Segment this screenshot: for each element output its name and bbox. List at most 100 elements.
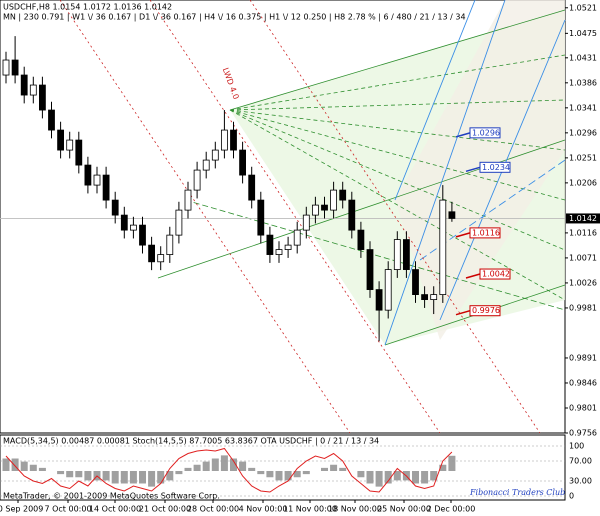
candle-body bbox=[430, 294, 438, 300]
macd-bar bbox=[230, 458, 237, 471]
candle-body bbox=[39, 84, 46, 111]
macd-bar bbox=[75, 471, 83, 478]
candle-body bbox=[348, 199, 356, 231]
macd-bar bbox=[111, 471, 119, 484]
macd-bar bbox=[148, 471, 156, 487]
candle-body bbox=[220, 129, 228, 151]
macd-bar bbox=[2, 458, 10, 471]
candle-body bbox=[330, 189, 338, 211]
candle-body bbox=[120, 214, 128, 231]
macd-bar bbox=[357, 471, 365, 478]
x-tick-label: 18 Nov 00:00 bbox=[328, 505, 382, 514]
candle-body bbox=[157, 254, 165, 263]
price-tag-box bbox=[469, 127, 501, 139]
x-tick-label: 14 Oct 00:00 bbox=[89, 505, 141, 514]
y-tick-label: 0.9981 bbox=[569, 303, 597, 312]
candle-body bbox=[257, 199, 265, 236]
macd-bar bbox=[120, 471, 128, 484]
watermark: Fibonacci Traders Club bbox=[469, 488, 565, 497]
copyright: MetaTrader, © 2001-2009 MetaQuotes Softw… bbox=[3, 492, 220, 501]
macd-bar bbox=[175, 471, 183, 475]
candle-body bbox=[139, 224, 146, 246]
macd-bar bbox=[384, 471, 392, 484]
x-tick-label: 28 Oct 00:00 bbox=[187, 505, 239, 514]
y-tick-label: 1.0071 bbox=[569, 253, 597, 262]
macd-bar bbox=[275, 471, 283, 481]
macd-bar bbox=[184, 467, 192, 471]
macd-bar bbox=[38, 467, 46, 471]
price-tag-box bbox=[479, 268, 511, 280]
candle-body bbox=[239, 149, 247, 176]
price-tag-box bbox=[479, 161, 511, 173]
candle-body bbox=[366, 249, 374, 290]
candle-body bbox=[66, 139, 74, 151]
indicator-tick-label: 100 bbox=[569, 442, 584, 451]
indicator-tick-label: 70.00 bbox=[569, 457, 592, 466]
y-tick-label: 1.0521 bbox=[569, 3, 597, 12]
macd-bar bbox=[29, 464, 37, 471]
candle-body bbox=[412, 269, 419, 295]
price-tag-arrow bbox=[455, 232, 471, 238]
price-tag-arrow bbox=[465, 273, 481, 279]
macd-bar bbox=[412, 471, 419, 484]
y-tick-label: 0.9891 bbox=[569, 353, 597, 362]
y-tick-label: 1.0431 bbox=[569, 53, 597, 62]
indicator-title: MACD(5,34,5) 0.00487 0.00081 Stoch(14,5,… bbox=[3, 437, 379, 446]
macd-bar bbox=[448, 455, 456, 471]
macd-bar bbox=[102, 471, 110, 481]
candle-body bbox=[448, 211, 456, 219]
x-tick-label: 4 Nov 00:00 bbox=[239, 505, 288, 514]
candle-body bbox=[439, 199, 447, 295]
red-diagonals bbox=[59, 0, 541, 434]
macd-bar bbox=[157, 471, 165, 484]
y-tick-label: 1.0206 bbox=[569, 178, 597, 187]
price-tag-box bbox=[469, 227, 501, 239]
candle-body bbox=[284, 244, 292, 250]
macd-bar bbox=[430, 471, 438, 481]
candle-body bbox=[375, 289, 383, 311]
macd-bar bbox=[220, 455, 228, 471]
candle-body bbox=[384, 269, 392, 311]
y-tick-label: 1.0116 bbox=[569, 228, 597, 237]
candle-body bbox=[248, 174, 256, 201]
y-tick-label: 0.9801 bbox=[569, 403, 597, 412]
y-tick-label: 0.9846 bbox=[569, 378, 597, 387]
indicator-tick-label: 30.00 bbox=[569, 477, 592, 486]
candle-body bbox=[48, 109, 55, 131]
candle-body bbox=[93, 174, 101, 186]
chart-subtitle: MN | 230 0.791 | W1 \/ 36 0.167 | D1 \/ … bbox=[3, 13, 466, 22]
macd-bar bbox=[375, 471, 383, 487]
candle-body bbox=[266, 234, 274, 255]
candle-body bbox=[29, 84, 37, 96]
candle-body bbox=[321, 204, 328, 211]
y-tick-label: 1.0341 bbox=[569, 103, 597, 112]
macd-bar bbox=[193, 464, 201, 471]
macd-bar bbox=[266, 471, 274, 478]
candle-body bbox=[148, 244, 156, 263]
macd-bar bbox=[166, 471, 174, 481]
current-price-label: 1.0142 bbox=[569, 214, 597, 223]
macd-bar bbox=[84, 471, 92, 481]
macd-bar bbox=[366, 471, 374, 484]
macd-bar bbox=[257, 471, 265, 475]
candle-body bbox=[57, 129, 64, 151]
candle-body bbox=[84, 164, 92, 186]
chart-title: USDCHF,H8 1.0154 1.0172 1.0136 1.0142 bbox=[3, 3, 172, 12]
macd-bar bbox=[330, 464, 338, 471]
candle-body bbox=[402, 239, 410, 270]
price-tag-label: 0.9976 bbox=[472, 306, 500, 315]
candle-body bbox=[184, 189, 192, 211]
macd-bar bbox=[284, 471, 292, 481]
candle-body bbox=[175, 209, 183, 236]
macd-bar bbox=[439, 464, 447, 471]
macd-bar bbox=[57, 471, 65, 475]
candle-body bbox=[75, 139, 83, 166]
macd-bar bbox=[11, 458, 19, 471]
macd-bar bbox=[393, 471, 401, 481]
candle-body bbox=[393, 239, 401, 270]
y-tick-label: 1.0475 bbox=[569, 29, 597, 38]
price-tag-arrow bbox=[465, 166, 481, 173]
candle-body bbox=[11, 59, 19, 76]
candle-body bbox=[20, 74, 28, 96]
